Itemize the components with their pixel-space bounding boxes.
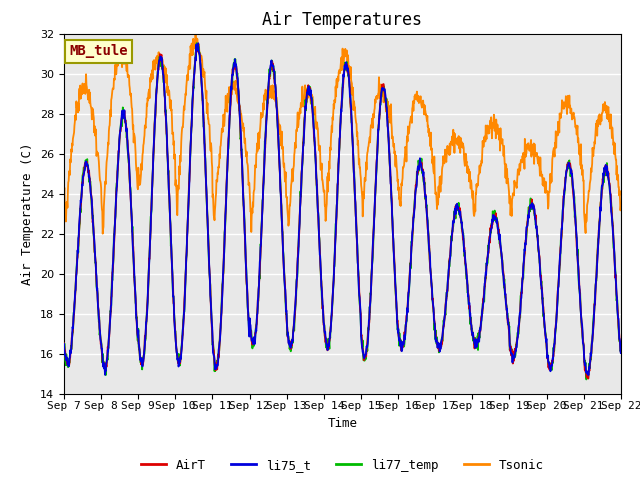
Text: MB_tule: MB_tule	[70, 44, 128, 59]
X-axis label: Time: Time	[328, 417, 357, 430]
Y-axis label: Air Temperature (C): Air Temperature (C)	[22, 143, 35, 285]
Legend: AirT, li75_t, li77_temp, Tsonic: AirT, li75_t, li77_temp, Tsonic	[136, 454, 548, 477]
Title: Air Temperatures: Air Temperatures	[262, 11, 422, 29]
